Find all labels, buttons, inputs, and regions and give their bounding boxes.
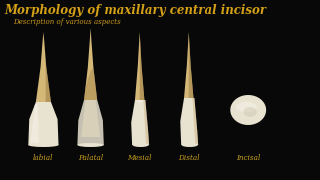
Polygon shape [230,95,266,125]
Polygon shape [180,98,198,145]
Text: Description of various aspects: Description of various aspects [13,18,121,26]
Polygon shape [30,104,39,143]
Polygon shape [84,68,97,100]
Text: Palatal: Palatal [78,154,103,162]
Polygon shape [131,100,149,145]
Polygon shape [44,32,51,102]
Text: Distal: Distal [178,154,200,162]
Polygon shape [184,32,194,98]
Polygon shape [28,102,59,145]
Polygon shape [77,100,104,145]
Polygon shape [135,100,145,103]
Ellipse shape [28,143,59,147]
Ellipse shape [182,143,198,147]
Text: Morphology of maxillary central incisor: Morphology of maxillary central incisor [5,4,267,17]
Text: Incisal: Incisal [236,154,260,162]
Ellipse shape [77,143,104,147]
Text: Mesial: Mesial [127,154,152,162]
Polygon shape [84,28,97,100]
Polygon shape [143,100,149,145]
Polygon shape [193,98,198,145]
Polygon shape [189,32,194,98]
Text: labial: labial [33,154,54,162]
Polygon shape [140,32,144,100]
Ellipse shape [244,107,257,117]
Ellipse shape [236,102,257,112]
Ellipse shape [132,143,149,147]
Polygon shape [135,32,144,100]
Polygon shape [36,32,51,102]
Polygon shape [81,98,100,137]
